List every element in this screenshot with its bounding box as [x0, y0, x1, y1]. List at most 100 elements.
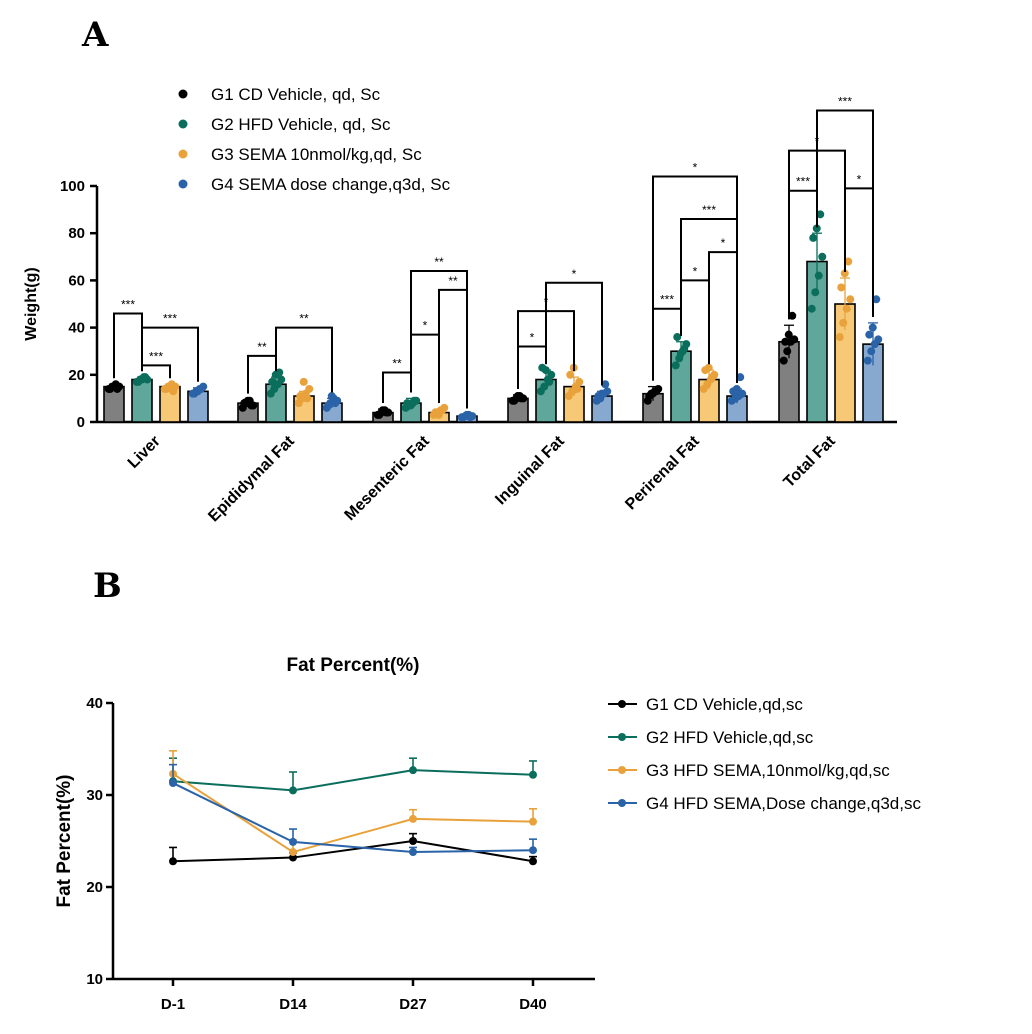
data-point [671, 361, 680, 370]
legend-label: G2 HFD Vehicle, qd, Sc [211, 115, 391, 134]
data-point [790, 335, 799, 344]
data-point [517, 394, 526, 403]
significance-label: *** [660, 293, 674, 307]
data-point [247, 401, 256, 410]
data-point [409, 848, 417, 857]
significance-label: ** [257, 340, 267, 354]
significance-bracket [275, 326, 333, 393]
category-label: Liver [125, 433, 164, 472]
data-point [597, 389, 606, 398]
significance-label: ** [392, 356, 402, 370]
data-point [197, 384, 206, 393]
category-label: Inguinal Fat [492, 432, 568, 508]
significance-bracket [113, 312, 143, 379]
x-tick-label: D-1 [161, 996, 185, 1013]
data-point [652, 387, 661, 396]
legend-label: G3 SEMA 10nmol/kg,qd, Sc [211, 145, 422, 164]
chart-title: Fat Percent(%) [286, 655, 419, 676]
x-tick-label: D40 [519, 996, 547, 1013]
bar-chart-weights: 0 20 40 60 80 100 Weight(g) Liver Epididymal Fat… [23, 85, 897, 525]
category-label: Total Fat [781, 432, 840, 491]
data-point [708, 373, 717, 382]
data-point [541, 366, 550, 375]
data-point [169, 779, 177, 788]
data-point [837, 283, 846, 292]
data-point [601, 380, 610, 389]
data-point [277, 375, 286, 384]
significance-label: * [693, 161, 698, 175]
data-point [811, 288, 820, 297]
y-tick-label: 10 [86, 971, 103, 988]
x-tick-label: D14 [279, 996, 307, 1013]
data-point [289, 837, 297, 846]
significance-label: *** [796, 175, 810, 189]
legend-label: G2 HFD Vehicle,qd,sc [646, 728, 814, 747]
series-line [172, 769, 534, 792]
data-point [783, 347, 792, 356]
data-point [289, 786, 297, 795]
data-point [331, 399, 340, 408]
data-point [141, 373, 150, 382]
legend-label: G1 CD Vehicle, qd, Sc [211, 85, 381, 104]
y-tick-label: 30 [86, 787, 103, 804]
data-point [839, 318, 848, 327]
category-label: Perirenal Fat [622, 432, 703, 513]
y-tick-label: 20 [68, 367, 85, 384]
significance-label: * [423, 319, 428, 333]
data-point [409, 766, 417, 775]
line-chart-fat-percent: Fat Percent(%) 10 20 30 40 D-1 D14 D27 D40 Fat Pe… [54, 655, 921, 1013]
significance-bracket [708, 251, 738, 383]
significance-label: * [572, 267, 577, 281]
bar [131, 378, 153, 423]
data-point [529, 857, 537, 866]
data-point [529, 846, 537, 855]
data-point [732, 384, 741, 393]
data-point [296, 392, 305, 401]
data-point [865, 330, 874, 339]
data-point [573, 384, 582, 393]
significance-bracket [545, 281, 603, 386]
data-point [438, 406, 447, 415]
significance-bracket [410, 333, 440, 404]
data-point [113, 384, 122, 393]
y-tick-label: 40 [86, 695, 103, 712]
data-point [868, 323, 877, 332]
y-tick-label: 0 [77, 414, 85, 431]
data-point [844, 257, 853, 266]
legend-marker [178, 119, 188, 129]
legend-marker [618, 766, 626, 774]
data-point [872, 295, 881, 304]
data-point [529, 770, 537, 779]
data-point [812, 224, 821, 233]
significance-bracket [438, 288, 468, 409]
series-line [172, 782, 534, 854]
data-point [816, 210, 825, 219]
y-tick-label: 80 [68, 225, 85, 242]
data-point [410, 396, 419, 405]
data-point [382, 408, 391, 417]
panel-label-a: A [81, 15, 109, 55]
data-point [305, 384, 314, 393]
legend-label: G1 CD Vehicle,qd,sc [646, 695, 803, 714]
significance-label: * [693, 264, 698, 278]
data-point [409, 814, 417, 823]
data-point [736, 373, 745, 382]
data-point [781, 337, 790, 346]
data-point [874, 335, 883, 344]
data-point [169, 857, 177, 866]
x-tick-label: D27 [399, 996, 427, 1013]
significance-label: *** [163, 312, 177, 326]
data-point [324, 401, 333, 410]
data-point [738, 389, 747, 398]
legend-label: G3 HFD SEMA,10nmol/kg,qd,sc [646, 761, 890, 780]
data-point [673, 333, 682, 342]
data-point [779, 356, 788, 365]
data-point [818, 252, 827, 261]
data-point [807, 304, 816, 313]
data-point [303, 394, 312, 403]
data-point [784, 330, 793, 339]
data-point [545, 377, 554, 386]
y-axis-title: Weight(g) [23, 267, 40, 340]
data-point [867, 347, 876, 356]
data-point [275, 368, 284, 377]
